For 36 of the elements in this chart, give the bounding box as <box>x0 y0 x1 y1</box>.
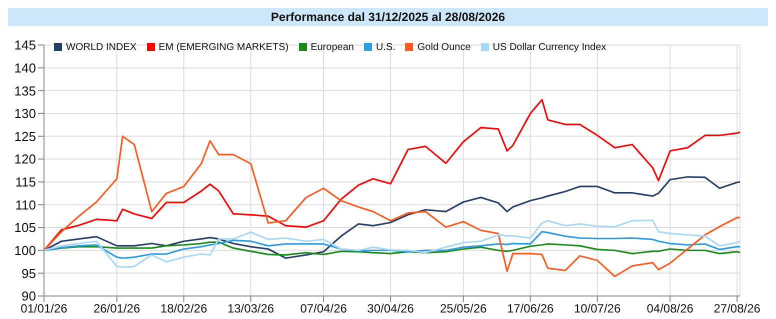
y-tick-label: 135 <box>14 83 36 98</box>
legend-label: U.S. <box>376 42 396 53</box>
y-tick-label: 140 <box>14 60 36 76</box>
x-tick-label: 04/08/26 <box>646 302 694 316</box>
x-tick-label: 18/02/26 <box>160 302 208 316</box>
y-tick-label: 100 <box>14 242 36 258</box>
y-tick-label: 120 <box>14 152 36 167</box>
x-tick-label: 17/06/26 <box>506 302 554 316</box>
y-tick-label: 110 <box>15 197 36 212</box>
line-series <box>44 98 740 252</box>
legend-label: EM (EMERGING MARKETS) <box>158 42 289 53</box>
x-tick-label: 25/05/26 <box>440 302 488 316</box>
x-tick-label: 30/04/26 <box>367 302 414 316</box>
legend-label: US Dollar Currency Index <box>492 42 606 53</box>
line-series <box>44 241 740 256</box>
y-tick-label: 130 <box>14 106 36 122</box>
x-tick-label: 26/01/26 <box>93 302 140 316</box>
x-tick-label: 13/03/26 <box>227 302 274 316</box>
line-series <box>44 219 740 268</box>
line-series <box>44 176 740 259</box>
chart-title: Performance dal 31/12/2025 al 28/08/2026 <box>8 8 768 26</box>
y-tick-label: 95 <box>22 266 36 281</box>
y-tick-label: 105 <box>14 220 36 236</box>
legend-label: European <box>310 42 354 53</box>
y-tick-label: 90 <box>22 288 36 304</box>
y-tick-label: 115 <box>15 174 36 190</box>
legend-label: Gold Ounce <box>417 42 471 53</box>
x-tick-label: 01/01/26 <box>20 302 68 316</box>
x-tick-label: 10/07/26 <box>574 302 621 316</box>
line-series <box>44 135 740 278</box>
y-tick-label: 145 <box>14 38 36 53</box>
legend-label: WORLD INDEX <box>66 42 137 53</box>
x-tick-label: 07/04/26 <box>300 302 348 316</box>
y-tick-label: 125 <box>14 128 36 144</box>
x-tick-label: 27/08/26 <box>714 302 761 316</box>
line-series <box>44 230 740 259</box>
